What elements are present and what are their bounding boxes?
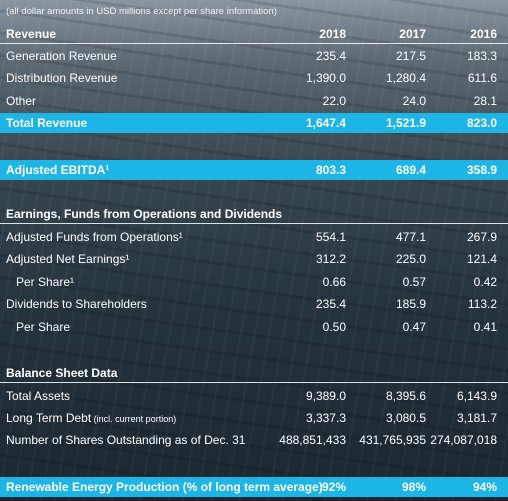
value-cell: 94% (472, 480, 497, 494)
highlight-bar (0, 477, 508, 497)
value-cell: 6,143.9 (456, 389, 497, 403)
value-cell: 92% (321, 480, 346, 494)
highlight-bar (0, 113, 508, 133)
row-label: Distribution Revenue (6, 71, 118, 85)
value-cell: 803.3 (315, 163, 346, 177)
value-cell: 3,080.5 (385, 411, 426, 425)
value-cell: 9,389.0 (305, 389, 346, 403)
value-cell: 477.1 (395, 230, 426, 244)
value-cell: 121.4 (466, 252, 497, 266)
row-label: Dividends to Shareholders (6, 297, 147, 311)
value-cell: 0.42 (473, 275, 497, 289)
row-label: Long Term Debt (incl. current portion) (6, 411, 177, 425)
value-cell: 217.5 (395, 49, 426, 63)
value-cell: 312.2 (315, 252, 346, 266)
value-cell: 1,647.4 (305, 116, 346, 130)
value-cell: 0.66 (322, 275, 346, 289)
value-cell: 185.9 (395, 297, 426, 311)
row-label: Adjusted EBITDA¹ (6, 163, 110, 177)
value-cell: 183.3 (466, 49, 497, 63)
value-cell: 1,521.9 (385, 116, 426, 130)
value-cell: 235.4 (315, 49, 346, 63)
value-cell: 358.9 (466, 163, 497, 177)
section-rule (0, 382, 508, 383)
value-cell: 113.2 (467, 297, 497, 311)
section-rule (0, 223, 508, 224)
row-label: Adjusted Funds from Operations¹ (6, 230, 183, 244)
row-label: Renewable Energy Production (% of long t… (6, 480, 323, 494)
value-cell: 689.4 (395, 163, 426, 177)
value-cell: 28.1 (473, 94, 497, 108)
section-title: Balance Sheet Data (6, 366, 118, 380)
value-cell: 3,181.7 (456, 411, 497, 425)
label-note: (incl. current portion) (91, 414, 177, 424)
value-cell: 1,390.0 (305, 71, 346, 85)
value-cell: 3,337.3 (305, 411, 346, 425)
row-label: Number of Shares Outstanding as of Dec. … (6, 433, 246, 447)
value-cell: 1,280.4 (385, 71, 426, 85)
row-label: Other (6, 94, 37, 108)
value-cell: 431,765,935 (359, 433, 426, 447)
value-cell: 0.50 (322, 320, 346, 334)
value-cell: 823.0 (466, 116, 497, 130)
row-label: Adjusted Net Earnings¹ (6, 252, 130, 266)
year-header: 2018 (319, 27, 346, 41)
value-cell: 554.1 (315, 230, 346, 244)
row-label: Total Revenue (6, 116, 88, 130)
year-header: 2017 (399, 27, 426, 41)
section-title: Revenue (6, 27, 57, 41)
value-cell: 225.0 (395, 252, 426, 266)
row-label: Total Assets (6, 389, 71, 403)
value-cell: 22.0 (322, 94, 346, 108)
value-cell: 611.6 (467, 71, 497, 85)
row-label: Per Share (16, 320, 71, 334)
value-cell: 24.0 (402, 94, 426, 108)
note: (all dollar amounts in USD millions exce… (6, 6, 277, 17)
value-cell: 8,395.6 (385, 389, 426, 403)
value-cell: 0.57 (402, 275, 426, 289)
value-cell: 235.4 (315, 297, 346, 311)
section-title: Earnings, Funds from Operations and Divi… (6, 207, 283, 221)
value-cell: 98% (401, 480, 426, 494)
row-label: Generation Revenue (6, 49, 117, 63)
value-cell: 488,851,433 (279, 433, 346, 447)
highlight-bar (0, 160, 508, 180)
value-cell: 274,087,018 (430, 433, 497, 447)
value-cell: 0.41 (473, 320, 497, 334)
value-cell: 267.9 (466, 230, 497, 244)
section-rule (0, 43, 508, 44)
value-cell: 0.47 (402, 320, 426, 334)
year-header: 2016 (470, 27, 497, 41)
row-label: Per Share¹ (16, 275, 75, 289)
